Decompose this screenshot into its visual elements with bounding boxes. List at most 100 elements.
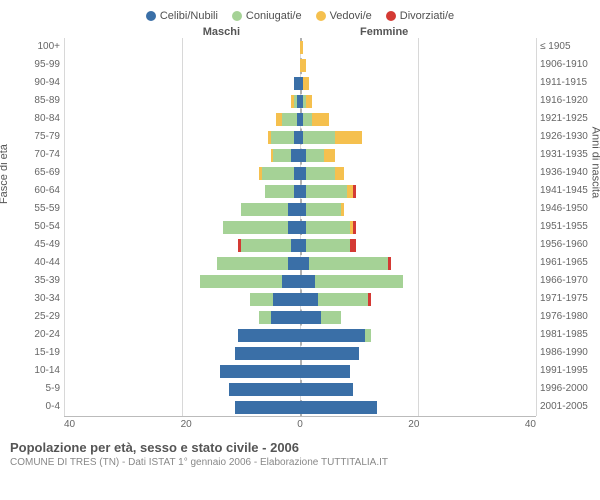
bar-segment [306,167,336,180]
x-tick: 40 [525,419,536,430]
bar-segment [288,203,300,216]
y-axis-right-title: Anni di nascita [590,127,600,199]
bar-segment [315,275,404,288]
bar-segment [241,203,288,216]
bar-segment [273,149,291,162]
birth-label: 1936-1940 [540,164,590,182]
bar-segment [306,185,347,198]
birth-label: 1951-1955 [540,218,590,236]
birth-label: 1966-1970 [540,272,590,290]
x-tick: 0 [297,419,303,430]
bar-segment [365,329,371,342]
bar-segment [300,347,359,360]
birth-label: 1986-1990 [540,344,590,362]
bar-segment [300,365,350,378]
x-tick: 40 [64,419,75,430]
age-label: 80-84 [10,110,60,128]
pyramid-row [64,326,536,344]
bar-segment [306,95,312,108]
pyramid-row [64,146,536,164]
bar-segment [306,203,341,216]
pyramid-row [64,92,536,110]
bar-segment [300,293,318,306]
bar-segment [291,149,300,162]
bar-segment [273,293,300,306]
x-tick: 20 [408,419,419,430]
age-label: 30-34 [10,290,60,308]
age-label: 55-59 [10,200,60,218]
bar-segment [324,149,336,162]
age-label: 100+ [10,38,60,56]
bar-segment [303,77,309,90]
age-label: 40-44 [10,254,60,272]
gender-headers: Maschi Femmine [10,26,590,38]
bar-segment [217,257,288,270]
bar-segment [321,311,342,324]
legend-swatch [146,11,156,21]
bar-segment [282,113,297,126]
age-label: 90-94 [10,74,60,92]
birth-label: 1976-1980 [540,308,590,326]
bar-segment [265,185,295,198]
age-label: 0-4 [10,398,60,416]
birth-label: 1961-1965 [540,254,590,272]
bar-segment [223,221,288,234]
legend-item: Celibi/Nubili [146,10,218,22]
birth-label: 1946-1950 [540,200,590,218]
birth-label: 1991-1995 [540,362,590,380]
chart-subtitle: COMUNE DI TRES (TN) - Dati ISTAT 1° genn… [10,457,590,468]
birth-label: 1941-1945 [540,182,590,200]
pyramid-row [64,164,536,182]
pyramid-row [64,74,536,92]
bar-segment [300,59,306,72]
bar-segment [335,131,362,144]
bar-segment [388,257,391,270]
age-label: 20-24 [10,326,60,344]
chart-container: Fasce di età Anni di nascita Maschi Femm… [10,26,590,430]
bar-segment [200,275,283,288]
age-label: 75-79 [10,128,60,146]
legend-label: Celibi/Nubili [160,10,218,22]
bar-segment [220,365,300,378]
x-tick: 20 [181,419,192,430]
birth-label: 1971-1975 [540,290,590,308]
chart-title: Popolazione per età, sesso e stato civil… [10,440,590,455]
legend-swatch [386,11,396,21]
bar-segment [288,257,300,270]
age-label: 15-19 [10,344,60,362]
bar-segment [341,203,344,216]
birth-year-labels: ≤ 19051906-19101911-19151916-19201921-19… [536,38,590,417]
birth-label: 1996-2000 [540,380,590,398]
bar-segment [262,167,294,180]
bar-segment [300,41,303,54]
birth-label: 1956-1960 [540,236,590,254]
bar-segment [300,383,353,396]
bar-segment [353,185,356,198]
pyramid-row [64,110,536,128]
age-label: 50-54 [10,218,60,236]
pyramid-row [64,344,536,362]
legend-item: Divorziati/e [386,10,454,22]
birth-label: 2001-2005 [540,398,590,416]
population-pyramid: 100+95-9990-9485-8980-8475-7970-7465-696… [10,38,590,417]
bar-segment [300,311,321,324]
pyramid-row [64,200,536,218]
bar-segment [229,383,300,396]
legend-item: Vedovi/e [316,10,372,22]
age-label: 5-9 [10,380,60,398]
bar-segment [291,239,300,252]
age-label: 85-89 [10,92,60,110]
bar-segment [300,401,377,414]
legend: Celibi/NubiliConiugati/eVedovi/eDivorzia… [10,10,590,22]
bar-segment [306,221,350,234]
age-label: 35-39 [10,272,60,290]
bar-segment [238,329,300,342]
bar-segment [312,113,330,126]
pyramid-row [64,182,536,200]
pyramid-row [64,218,536,236]
header-male: Maschi [64,26,300,38]
bar-segment [303,131,335,144]
age-label: 45-49 [10,236,60,254]
pyramid-row [64,362,536,380]
birth-label: 1981-1985 [540,326,590,344]
